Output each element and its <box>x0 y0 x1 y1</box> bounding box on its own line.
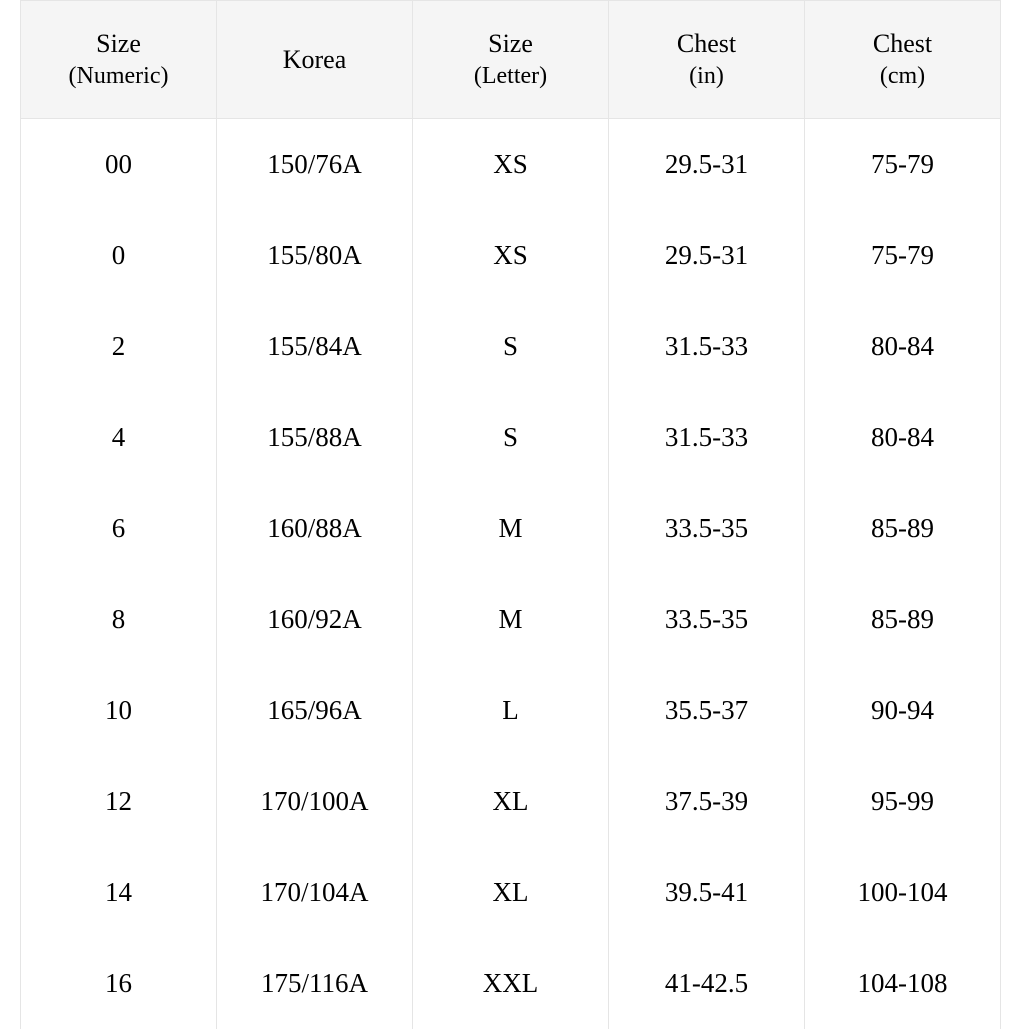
table-row: 10 165/96A L 35.5-37 90-94 <box>21 665 1001 756</box>
table-row: 6 160/88A M 33.5-35 85-89 <box>21 483 1001 574</box>
cell-korea: 170/100A <box>217 756 413 847</box>
cell-korea: 155/88A <box>217 392 413 483</box>
table-row: 2 155/84A S 31.5-33 80-84 <box>21 301 1001 392</box>
cell-size-numeric: 16 <box>21 938 217 1029</box>
cell-chest-in: 29.5-31 <box>609 118 805 210</box>
cell-chest-cm: 80-84 <box>805 392 1001 483</box>
cell-size-letter: XS <box>413 210 609 301</box>
col-label-main: Size <box>96 29 141 58</box>
cell-size-letter: L <box>413 665 609 756</box>
cell-korea: 170/104A <box>217 847 413 938</box>
cell-chest-in: 31.5-33 <box>609 301 805 392</box>
col-label-sub: (Letter) <box>421 61 600 92</box>
cell-korea: 155/80A <box>217 210 413 301</box>
cell-chest-cm: 100-104 <box>805 847 1001 938</box>
cell-korea: 165/96A <box>217 665 413 756</box>
table-row: 14 170/104A XL 39.5-41 100-104 <box>21 847 1001 938</box>
cell-size-letter: S <box>413 301 609 392</box>
cell-size-letter: XXL <box>413 938 609 1029</box>
cell-size-numeric: 00 <box>21 118 217 210</box>
cell-chest-in: 35.5-37 <box>609 665 805 756</box>
cell-size-numeric: 12 <box>21 756 217 847</box>
cell-chest-in: 29.5-31 <box>609 210 805 301</box>
cell-size-numeric: 14 <box>21 847 217 938</box>
table-row: 0 155/80A XS 29.5-31 75-79 <box>21 210 1001 301</box>
cell-chest-in: 41-42.5 <box>609 938 805 1029</box>
col-label-sub: (cm) <box>813 61 992 92</box>
cell-chest-cm: 95-99 <box>805 756 1001 847</box>
table-row: 4 155/88A S 31.5-33 80-84 <box>21 392 1001 483</box>
cell-chest-in: 33.5-35 <box>609 483 805 574</box>
cell-size-letter: XS <box>413 118 609 210</box>
table-header: Size (Numeric) Korea Size (Letter) Chest… <box>21 1 1001 119</box>
col-label-sub: (in) <box>617 61 796 92</box>
cell-chest-cm: 75-79 <box>805 118 1001 210</box>
cell-size-numeric: 10 <box>21 665 217 756</box>
cell-chest-cm: 90-94 <box>805 665 1001 756</box>
table-row: 16 175/116A XXL 41-42.5 104-108 <box>21 938 1001 1029</box>
cell-chest-cm: 85-89 <box>805 483 1001 574</box>
cell-size-numeric: 4 <box>21 392 217 483</box>
cell-korea: 160/88A <box>217 483 413 574</box>
cell-size-numeric: 2 <box>21 301 217 392</box>
cell-chest-in: 37.5-39 <box>609 756 805 847</box>
cell-size-numeric: 0 <box>21 210 217 301</box>
size-chart-table: Size (Numeric) Korea Size (Letter) Chest… <box>20 0 1001 1029</box>
cell-size-letter: M <box>413 483 609 574</box>
cell-size-letter: S <box>413 392 609 483</box>
cell-chest-cm: 80-84 <box>805 301 1001 392</box>
table-body: 00 150/76A XS 29.5-31 75-79 0 155/80A XS… <box>21 118 1001 1029</box>
col-size-numeric: Size (Numeric) <box>21 1 217 119</box>
col-label-main: Korea <box>283 45 347 74</box>
cell-chest-cm: 75-79 <box>805 210 1001 301</box>
col-label-main: Size <box>488 29 533 58</box>
cell-korea: 150/76A <box>217 118 413 210</box>
cell-chest-in: 31.5-33 <box>609 392 805 483</box>
cell-korea: 155/84A <box>217 301 413 392</box>
cell-size-numeric: 6 <box>21 483 217 574</box>
col-chest-cm: Chest (cm) <box>805 1 1001 119</box>
cell-size-letter: XL <box>413 756 609 847</box>
cell-korea: 160/92A <box>217 574 413 665</box>
cell-size-letter: XL <box>413 847 609 938</box>
col-korea: Korea <box>217 1 413 119</box>
table-row: 8 160/92A M 33.5-35 85-89 <box>21 574 1001 665</box>
cell-korea: 175/116A <box>217 938 413 1029</box>
cell-chest-cm: 104-108 <box>805 938 1001 1029</box>
col-label-main: Chest <box>677 29 736 58</box>
table-row: 00 150/76A XS 29.5-31 75-79 <box>21 118 1001 210</box>
cell-size-letter: M <box>413 574 609 665</box>
cell-chest-cm: 85-89 <box>805 574 1001 665</box>
table-row: 12 170/100A XL 37.5-39 95-99 <box>21 756 1001 847</box>
col-label-sub: (Numeric) <box>29 61 208 92</box>
col-label-main: Chest <box>873 29 932 58</box>
cell-chest-in: 33.5-35 <box>609 574 805 665</box>
col-size-letter: Size (Letter) <box>413 1 609 119</box>
col-chest-in: Chest (in) <box>609 1 805 119</box>
cell-chest-in: 39.5-41 <box>609 847 805 938</box>
cell-size-numeric: 8 <box>21 574 217 665</box>
